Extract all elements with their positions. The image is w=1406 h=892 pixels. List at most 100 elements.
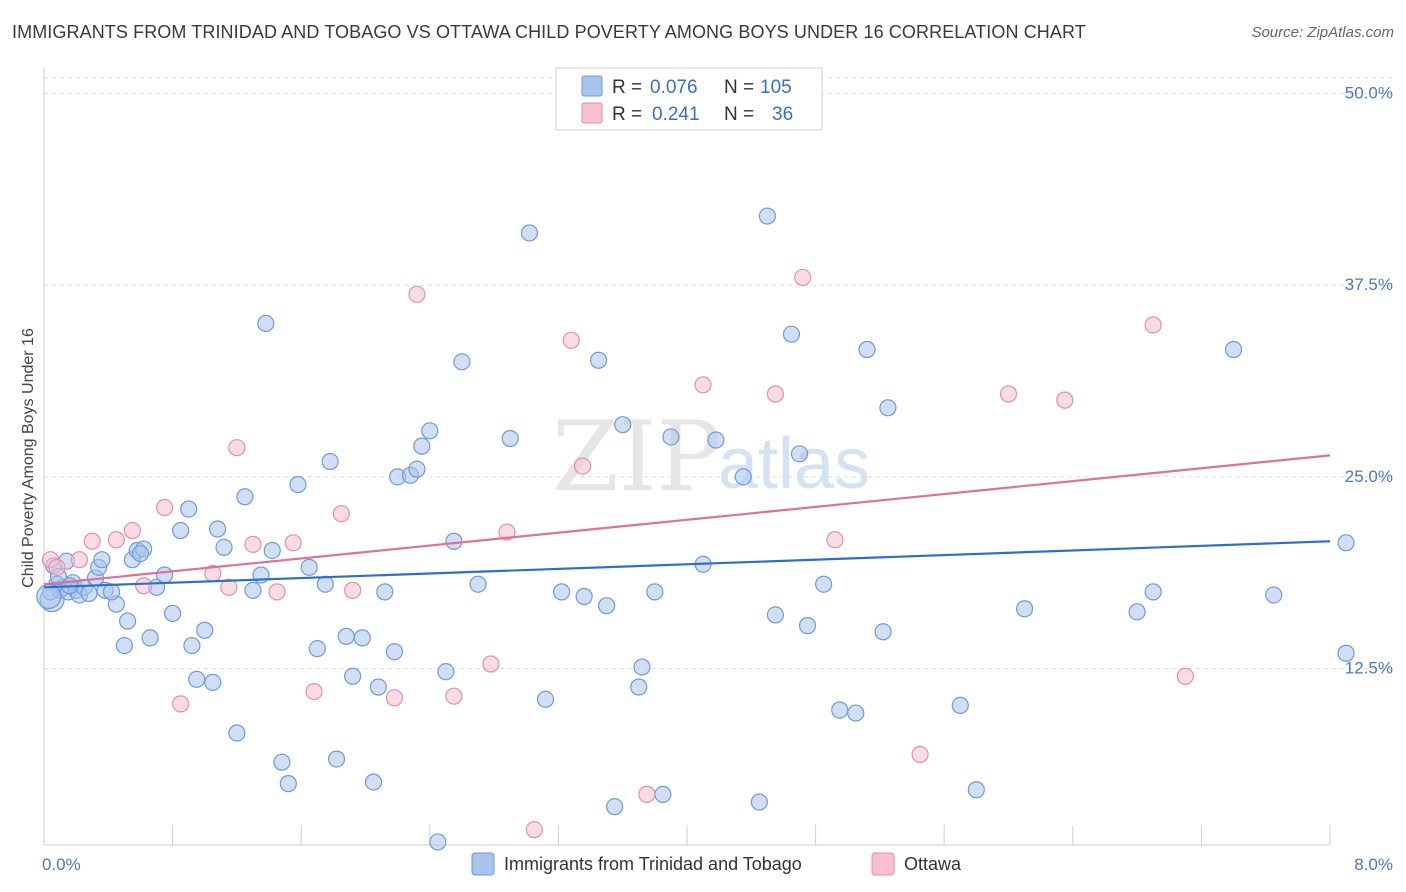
point-trinidad-tobago	[536, 690, 555, 708]
point-trinidad-tobago	[321, 452, 339, 471]
point-trinidad-tobago	[183, 636, 201, 655]
point-trinidad-tobago	[782, 325, 801, 343]
point-ottawa	[694, 376, 712, 394]
point-trinidad-tobago	[118, 612, 137, 630]
point-ottawa	[123, 521, 142, 540]
point-trinidad-tobago	[575, 587, 593, 606]
point-trinidad-tobago	[300, 558, 318, 576]
point-trinidad-tobago	[766, 606, 785, 624]
point-trinidad-tobago	[646, 583, 664, 601]
point-ottawa	[826, 531, 844, 549]
point-trinidad-tobago	[228, 724, 246, 742]
point-trinidad-tobago	[141, 629, 159, 647]
point-trinidad-tobago	[353, 629, 371, 647]
point-trinidad-tobago	[155, 566, 174, 584]
point-trinidad-tobago	[316, 575, 334, 593]
series-legend-swatch-1	[471, 852, 495, 876]
point-trinidad-tobago	[364, 773, 383, 791]
point-trinidad-tobago	[263, 541, 281, 560]
legend-swatch-series-1	[581, 75, 603, 97]
legend-n-label: N =	[724, 77, 754, 98]
point-ottawa	[1176, 667, 1194, 685]
y-tick-label: 12.5%	[1345, 659, 1393, 678]
point-trinidad-tobago	[196, 621, 214, 639]
point-trinidad-tobago	[750, 793, 768, 811]
y-tick-label: 50.0%	[1345, 83, 1393, 102]
point-trinidad-tobago	[289, 475, 307, 494]
point-ottawa	[525, 821, 543, 839]
point-trinidad-tobago	[951, 696, 969, 715]
legend-r-value: 0.241	[652, 104, 700, 125]
watermark-atlas: atlas	[718, 424, 870, 504]
point-ottawa	[498, 523, 516, 541]
point-trinidad-tobago	[429, 833, 447, 851]
point-trinidad-tobago	[408, 460, 426, 478]
y-tick-label: 37.5%	[1345, 275, 1393, 294]
point-trinidad-tobago	[790, 445, 809, 463]
point-trinidad-tobago	[421, 422, 439, 440]
legend-n-label: N =	[724, 104, 754, 125]
point-trinidad-tobago	[204, 673, 222, 691]
point-ottawa	[445, 687, 463, 705]
point-trinidad-tobago	[501, 429, 519, 448]
point-trinidad-tobago	[874, 623, 892, 641]
point-trinidad-tobago	[662, 428, 680, 446]
point-trinidad-tobago	[598, 597, 616, 615]
point-trinidad-tobago	[115, 636, 133, 655]
point-ottawa	[305, 682, 323, 701]
point-ottawa	[70, 551, 88, 569]
point-trinidad-tobago	[606, 798, 624, 816]
trend-lines	[43, 454, 1331, 589]
series-legend: Immigrants from Trinidad and Tobago Otta…	[471, 852, 962, 876]
point-trinidad-tobago	[654, 785, 672, 803]
point-ottawa	[332, 505, 350, 523]
point-trinidad-tobago	[1144, 583, 1162, 601]
watermark: ZIP atlas	[552, 401, 870, 513]
point-trinidad-tobago	[180, 500, 198, 518]
source-label: Source: ZipAtlas.com	[1251, 24, 1394, 41]
point-trinidad-tobago	[633, 658, 651, 676]
legend-r-label: R =	[612, 77, 642, 98]
point-trinidad-tobago	[385, 643, 404, 661]
series-legend-label-2: Ottawa	[904, 854, 962, 874]
point-trinidad-tobago	[376, 583, 394, 601]
series-legend-swatch-2	[871, 852, 895, 876]
point-trinidad-tobago	[369, 678, 387, 696]
point-ottawa	[155, 498, 174, 517]
point-ottawa	[385, 689, 404, 707]
point-trinidad-tobago	[967, 781, 985, 799]
legend-n-value: 36	[772, 104, 793, 125]
legend-r-label: R =	[612, 104, 642, 125]
point-ottawa	[48, 558, 66, 576]
point-trinidad-tobago	[1337, 534, 1355, 552]
point-ottawa	[172, 695, 190, 713]
y-tick-labels: 12.5% 25.0% 37.5% 50.0%	[1345, 83, 1393, 677]
point-trinidad-tobago	[413, 437, 431, 455]
point-ottawa	[107, 531, 125, 549]
point-trinidad-tobago	[469, 575, 487, 593]
point-ottawa	[284, 534, 302, 552]
point-trinidad-tobago	[102, 583, 121, 601]
legend-swatch-series-2	[581, 102, 603, 124]
point-trinidad-tobago	[308, 640, 326, 658]
point-trinidad-tobago	[831, 701, 849, 719]
data-points	[36, 207, 1355, 851]
point-trinidad-tobago	[815, 575, 833, 593]
y-tick-label: 25.0%	[1345, 467, 1393, 486]
x-tick-labels: 0.0% 8.0%	[42, 855, 1393, 874]
point-trinidad-tobago	[437, 663, 455, 681]
point-trinidad-tobago	[445, 532, 463, 550]
series-legend-label-1: Immigrants from Trinidad and Tobago	[504, 854, 802, 874]
point-trinidad-tobago	[244, 581, 262, 599]
point-ottawa	[573, 457, 592, 475]
point-ottawa	[408, 285, 426, 303]
point-trinidad-tobago	[707, 431, 725, 449]
point-trinidad-tobago	[236, 488, 254, 506]
point-ottawa	[1056, 391, 1074, 409]
legend-n-value: 105	[760, 77, 792, 98]
point-trinidad-tobago	[327, 750, 346, 768]
point-ottawa	[766, 385, 785, 403]
point-trinidad-tobago	[879, 399, 897, 417]
point-ottawa	[83, 532, 101, 550]
